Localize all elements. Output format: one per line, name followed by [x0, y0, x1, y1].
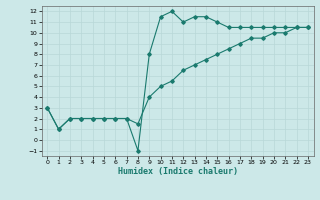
- X-axis label: Humidex (Indice chaleur): Humidex (Indice chaleur): [118, 167, 237, 176]
